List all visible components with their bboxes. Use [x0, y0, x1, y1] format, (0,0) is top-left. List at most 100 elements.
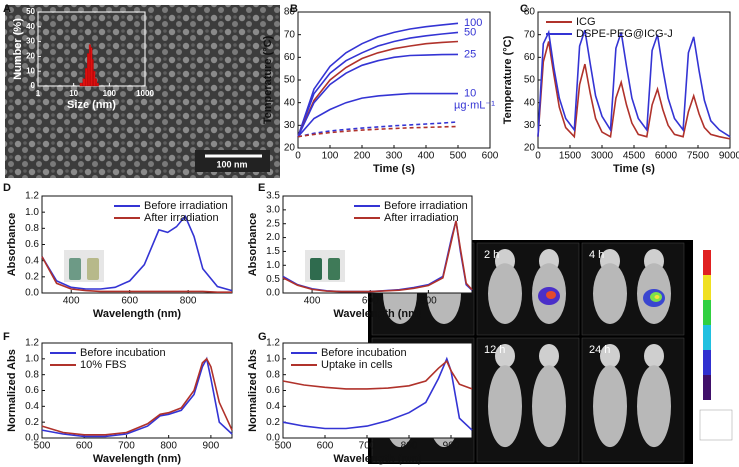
histogram-bar: [90, 47, 93, 87]
y-tick-label: 0.5: [266, 274, 280, 285]
panel-label: G: [258, 331, 267, 343]
y-tick-label: 50: [284, 75, 296, 86]
time-label: 24 h: [589, 344, 610, 356]
y-tick-label: 80: [284, 7, 296, 18]
x-tick-label: 400: [418, 151, 435, 162]
histogram-bar: [85, 68, 88, 87]
signal: [546, 291, 556, 299]
histogram-bar: [92, 59, 94, 87]
x-tick-label: 600: [482, 151, 499, 162]
vial: [69, 258, 81, 280]
x-tick-label: 900: [443, 441, 460, 452]
legend-label: DSPE-PEG@ICG-J: [576, 28, 673, 40]
data-line: [41, 356, 233, 438]
mouse-body: [593, 365, 627, 448]
data-line: [282, 220, 473, 293]
x-tick-label: 6000: [655, 151, 678, 162]
x-tick-label: 100: [322, 151, 339, 162]
y-tick-label: 1.2: [25, 338, 39, 349]
y-tick-label: 10: [26, 66, 35, 75]
legend-label: Before irradiation: [384, 200, 468, 212]
mouse-body: [637, 365, 671, 448]
data-line: [282, 359, 473, 390]
y-tick-label: 1.0: [25, 207, 39, 218]
y-tick-label: 0.2: [25, 417, 39, 428]
y-tick-label: 30: [524, 120, 536, 131]
mouse-head: [495, 344, 515, 368]
x-axis-title: Wavelength (nm): [93, 308, 182, 320]
colorbar-segment: [703, 325, 711, 350]
y-tick-label: 0.0: [25, 288, 39, 299]
x-tick-label: 7500: [687, 151, 710, 162]
x-tick-label: 3000: [591, 151, 614, 162]
data-line: [537, 29, 731, 138]
y-tick-label: 1.2: [25, 191, 39, 202]
data-line: [297, 92, 458, 138]
x-tick-label: 4500: [623, 151, 646, 162]
plot-frame: [282, 342, 473, 439]
series-label: 25: [464, 48, 476, 60]
y-tick-label: 20: [524, 143, 536, 154]
y-axis-title: Temperature (°C): [502, 35, 514, 124]
time-label: 2 h: [484, 249, 499, 261]
y-tick-label: 80: [524, 7, 536, 18]
y-tick-label: 0.6: [25, 239, 39, 250]
data-line: [297, 53, 459, 138]
y-tick-label: 60: [284, 52, 296, 63]
y-tick-label: 0.2: [266, 417, 280, 428]
x-tick-label: 700: [118, 441, 135, 452]
histogram-bar: [82, 78, 86, 87]
x-tick-label: 100: [103, 89, 117, 98]
y-tick-label: 0.4: [25, 255, 39, 266]
y-tick-label: 2.0: [266, 232, 280, 243]
y-tick-label: 70: [284, 29, 296, 40]
plot-frame: [41, 342, 233, 439]
y-axis-title: Absorbance: [6, 213, 18, 277]
legend-label: ICG: [576, 16, 596, 28]
histogram-bar: [96, 82, 99, 87]
y-tick-label: 1.0: [25, 353, 39, 364]
x-tick-label: 1000: [136, 89, 154, 98]
y-tick-label: 0.4: [266, 401, 280, 412]
histogram-bar: [88, 44, 91, 87]
panel-label: F: [3, 331, 10, 343]
y-tick-label: 50: [524, 75, 536, 86]
data-line: [537, 41, 731, 140]
vial: [328, 258, 340, 280]
y-tick-label: 60: [524, 52, 536, 63]
colorbar-segment: [703, 350, 711, 375]
x-tick-label: 0: [535, 151, 541, 162]
mouse-head: [644, 344, 664, 368]
legend-label: Before incubation: [80, 347, 166, 359]
x-tick-label: 500: [34, 441, 51, 452]
x-tick-label: 800: [180, 296, 197, 307]
y-tick-label: 40: [524, 97, 536, 108]
y-tick-label: 0.8: [266, 369, 280, 380]
y-axis-title: Normalized Abs: [247, 349, 259, 432]
colorbar-segment: [703, 375, 711, 400]
mouse-body: [532, 365, 566, 448]
x-tick-label: 10: [69, 89, 78, 98]
y-tick-label: 50: [26, 7, 35, 16]
series-label: 100: [464, 17, 482, 29]
colorbar-segment: [703, 300, 711, 325]
data-line: [297, 31, 459, 137]
y-tick-label: 30: [26, 37, 35, 46]
y-tick-label: 70: [524, 29, 536, 40]
x-tick-label: 800: [420, 296, 437, 307]
x-tick-label: 800: [160, 441, 177, 452]
panel-label: D: [3, 182, 11, 194]
x-tick-label: 600: [121, 296, 138, 307]
x-tick-label: 1500: [559, 151, 582, 162]
y-tick-label: 40: [284, 97, 296, 108]
series-label: 10: [464, 88, 476, 100]
x-tick-label: 400: [304, 296, 321, 307]
histogram-bar: [93, 71, 96, 87]
y-tick-label: 1.2: [266, 338, 280, 349]
panel-label: A: [3, 3, 11, 15]
x-tick-label: 600: [317, 441, 334, 452]
y-tick-label: 1.5: [266, 246, 280, 257]
scale-bar-label: 100 nm: [216, 159, 247, 169]
y-axis-title: Temperature (°C): [262, 35, 274, 124]
data-line: [297, 40, 459, 138]
